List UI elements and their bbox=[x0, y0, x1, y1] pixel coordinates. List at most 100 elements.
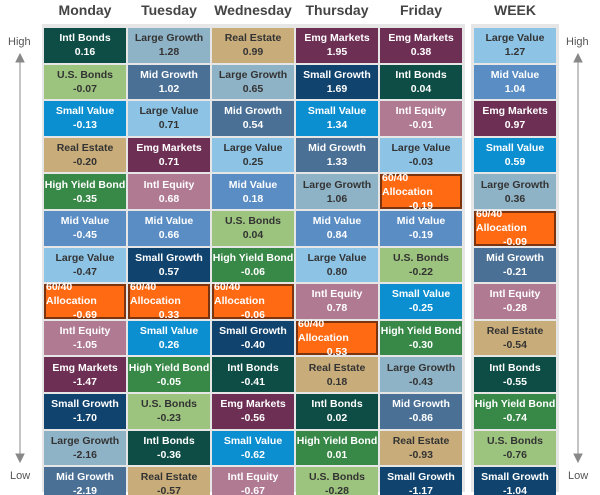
cell-value: 0.54 bbox=[242, 119, 264, 132]
cell-label: Real Estate bbox=[486, 325, 544, 338]
cell-value: -0.62 bbox=[241, 448, 265, 461]
cell-value: -0.03 bbox=[409, 156, 433, 169]
cell-label: Emg Markets bbox=[220, 398, 286, 411]
cell-label: Small Growth bbox=[481, 471, 549, 484]
cell-label: Large Value bbox=[307, 251, 367, 264]
cell-label: High Yield Bond bbox=[212, 251, 294, 264]
cell-label: Small Growth bbox=[303, 68, 371, 81]
column-header: Friday bbox=[399, 2, 442, 18]
cell-label: Mid Value bbox=[396, 215, 446, 228]
cell: High Yield Bond -0.74 bbox=[474, 394, 556, 429]
cell-value: -0.07 bbox=[73, 82, 97, 95]
cell-value: -0.21 bbox=[503, 265, 527, 278]
cell-label: U.S. Bonds bbox=[56, 68, 113, 81]
cell-value: -0.45 bbox=[73, 229, 97, 242]
cell: Emg Markets 0.97 bbox=[474, 101, 556, 136]
cell-value: 0.80 bbox=[326, 265, 348, 278]
cell-label: Small Value bbox=[223, 434, 283, 447]
cell: Emg Markets 0.38 bbox=[380, 28, 462, 63]
cell-label: Small Growth bbox=[219, 325, 287, 338]
cell-value: 0.97 bbox=[504, 119, 526, 132]
cell: Emg Markets -0.56 bbox=[212, 394, 294, 429]
cell-value: 1.02 bbox=[158, 82, 180, 95]
cell-label: U.S. Bonds bbox=[224, 215, 281, 228]
cell-value: 1.69 bbox=[326, 82, 348, 95]
cell: Small Growth -1.04 bbox=[474, 467, 556, 495]
cell-label: Large Growth bbox=[480, 178, 550, 191]
cell-value: 0.66 bbox=[158, 229, 180, 242]
cell: Mid Value -0.19 bbox=[380, 211, 462, 246]
cell: 60/40 Allocation 0.53 bbox=[296, 318, 378, 359]
cell-label: Large Growth bbox=[386, 361, 456, 374]
cell: Small Value 0.26 bbox=[128, 320, 210, 356]
cell: Large Value 1.27 bbox=[474, 28, 556, 63]
column-header: Wednesday bbox=[214, 2, 292, 18]
cell-value: 0.53 bbox=[326, 346, 348, 359]
low-label: Low bbox=[10, 470, 31, 482]
column-header: Thursday bbox=[305, 2, 369, 18]
cell: Mid Growth -2.19 bbox=[44, 467, 126, 495]
cell: Intl Bonds -0.41 bbox=[212, 357, 294, 392]
cell-label: Intl Equity bbox=[311, 288, 363, 301]
cell: Emg Markets 1.95 bbox=[296, 28, 378, 63]
cell-label: Real Estate bbox=[56, 142, 114, 155]
cell-label: High Yield Bond bbox=[474, 398, 556, 411]
cell-value: 0.04 bbox=[410, 82, 432, 95]
cell-value: 0.02 bbox=[326, 412, 348, 425]
cell-value: 0.84 bbox=[326, 229, 348, 242]
cell-value: -0.01 bbox=[409, 119, 433, 132]
cell: Mid Growth 1.33 bbox=[296, 137, 378, 173]
cell-value: 0.78 bbox=[326, 302, 348, 315]
cell: Emg Markets -1.47 bbox=[44, 357, 126, 392]
cell-label: High Yield Bond bbox=[128, 361, 210, 374]
cell-value: 1.34 bbox=[326, 119, 348, 132]
cell: Real Estate -0.57 bbox=[128, 467, 210, 495]
cell-value: -0.35 bbox=[73, 192, 97, 205]
cell: Large Value 0.25 bbox=[212, 137, 294, 173]
cell-value: -1.04 bbox=[503, 485, 527, 495]
cell: Real Estate 0.18 bbox=[296, 357, 378, 392]
cell-label: Emg Markets bbox=[304, 32, 370, 45]
cell-label: Mid Growth bbox=[224, 105, 282, 118]
cell-label: Small Value bbox=[391, 288, 451, 301]
cell-label: 60/40 Allocation bbox=[382, 171, 433, 198]
cell-label: 60/40 Allocation bbox=[46, 281, 97, 308]
cell-value: 0.33 bbox=[158, 309, 180, 322]
cell-label: Intl Bonds bbox=[227, 361, 279, 374]
cell: 60/40 Allocation -0.09 bbox=[474, 208, 556, 249]
cell-label: High Yield Bond bbox=[380, 325, 462, 338]
cell: U.S. Bonds -0.28 bbox=[296, 467, 378, 495]
cell-value: -0.19 bbox=[409, 229, 433, 242]
cell: Mid Value 0.84 bbox=[296, 211, 378, 246]
cell-label: Mid Growth bbox=[56, 471, 114, 484]
cell-value: -1.17 bbox=[409, 485, 433, 495]
cell: Small Growth -1.70 bbox=[44, 394, 126, 429]
cell-value: -0.09 bbox=[503, 236, 527, 249]
cell-label: Intl Equity bbox=[489, 288, 541, 301]
cell-label: Mid Value bbox=[144, 215, 194, 228]
cell: Small Value -0.62 bbox=[212, 430, 294, 466]
cell: U.S. Bonds -0.07 bbox=[44, 64, 126, 100]
cell: Intl Equity -0.28 bbox=[474, 284, 556, 319]
cell-value: 0.36 bbox=[504, 192, 526, 205]
cell: Large Growth -0.43 bbox=[380, 357, 462, 392]
cell-label: Emg Markets bbox=[136, 142, 202, 155]
column-header: Tuesday bbox=[141, 2, 197, 18]
cell-value: 1.06 bbox=[326, 192, 348, 205]
cell-value: -0.13 bbox=[73, 119, 97, 132]
cell-value: 0.04 bbox=[242, 229, 264, 242]
cell: Mid Value 0.66 bbox=[128, 211, 210, 246]
cell: Mid Growth 1.02 bbox=[128, 64, 210, 100]
cell: Intl Equity -0.01 bbox=[380, 101, 462, 136]
cell: Intl Bonds 0.02 bbox=[296, 394, 378, 429]
cell-label: Mid Value bbox=[60, 215, 110, 228]
cell-value: 0.26 bbox=[158, 339, 180, 352]
cell-value: -0.55 bbox=[503, 375, 527, 388]
cell-label: Intl Bonds bbox=[395, 68, 447, 81]
cell-value: 0.71 bbox=[158, 156, 180, 169]
cell-value: -0.43 bbox=[409, 375, 433, 388]
cell-label: Mid Value bbox=[490, 68, 540, 81]
cell: Real Estate -0.20 bbox=[44, 137, 126, 173]
cell-value: -0.36 bbox=[157, 448, 181, 461]
